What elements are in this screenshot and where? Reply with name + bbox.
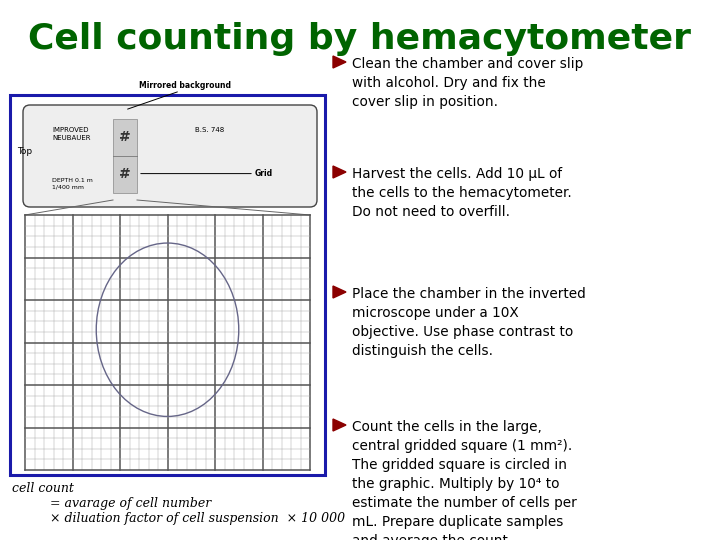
Polygon shape [333,166,346,178]
Polygon shape [333,286,346,298]
Text: × diluation factor of cell suspension  × 10 000: × diluation factor of cell suspension × … [50,512,345,525]
Polygon shape [333,419,346,431]
Text: IMPROVED
NEUBAUER: IMPROVED NEUBAUER [52,127,91,140]
Text: #: # [119,130,131,144]
Text: B.S. 748: B.S. 748 [195,127,224,133]
Text: cell count: cell count [12,482,74,495]
Text: Count the cells in the large,
central gridded square (1 mm²).
The gridded square: Count the cells in the large, central gr… [352,420,577,540]
FancyBboxPatch shape [23,105,317,207]
Text: Harvest the cells. Add 10 μL of
the cells to the hemacytometer.
Do not need to o: Harvest the cells. Add 10 μL of the cell… [352,167,572,219]
Text: DEPTH 0.1 m
1/400 mm: DEPTH 0.1 m 1/400 mm [52,178,93,189]
Bar [113,119,137,193]
Text: Top: Top [17,147,32,156]
Text: Grid: Grid [255,169,273,178]
Text: Clean the chamber and cover slip
with alcohol. Dry and fix the
cover slip in pos: Clean the chamber and cover slip with al… [352,57,583,109]
Text: #: # [119,167,131,180]
Text: Mirrored background: Mirrored background [139,81,231,90]
Text: = avarage of cell number: = avarage of cell number [50,497,211,510]
Text: Cell counting by hemacytometer: Cell counting by hemacytometer [29,22,691,56]
Text: Place the chamber in the inverted
microscope under a 10X
objective. Use phase co: Place the chamber in the inverted micros… [352,287,586,358]
Bar [10,95,325,475]
Polygon shape [333,56,346,68]
